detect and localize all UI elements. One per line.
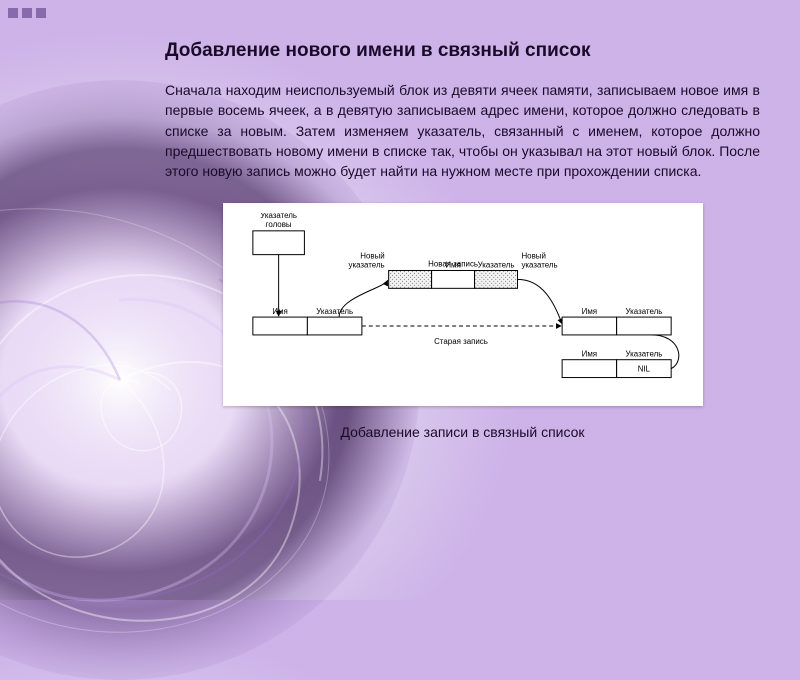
svg-text:Имя: Имя	[581, 350, 596, 359]
diagram-caption: Добавление записи в связный список	[165, 424, 760, 440]
svg-text:Новая запись: Новая запись	[428, 260, 478, 269]
svg-text:Указатель: Указатель	[625, 308, 662, 317]
svg-text:Старая запись: Старая запись	[434, 337, 488, 346]
slide-content: Добавление нового имени в связный список…	[165, 40, 760, 440]
svg-text:Указатель: Указатель	[477, 261, 514, 270]
corner-decoration	[8, 8, 46, 18]
slide-title: Добавление нового имени в связный список	[165, 40, 760, 62]
diagram-svg: Старая запись Указатель головы Имя Указатель…	[235, 213, 691, 391]
svg-text:NIL: NIL	[637, 365, 650, 374]
svg-text:Имя: Имя	[581, 308, 596, 317]
svg-text:указатель: указатель	[521, 261, 557, 270]
svg-text:указатель: указатель	[348, 261, 384, 270]
svg-text:Указатель: Указатель	[625, 350, 662, 359]
slide-body: Сначала находим неиспользуемый блок из д…	[165, 80, 760, 181]
svg-text:Новый: Новый	[521, 252, 545, 261]
svg-text:Имя: Имя	[272, 308, 287, 317]
linked-list-diagram: Старая запись Указатель головы Имя Указатель…	[223, 203, 703, 405]
svg-text:головы: головы	[265, 220, 291, 229]
svg-text:Новый: Новый	[360, 252, 384, 261]
svg-text:Указатель: Указатель	[316, 308, 353, 317]
